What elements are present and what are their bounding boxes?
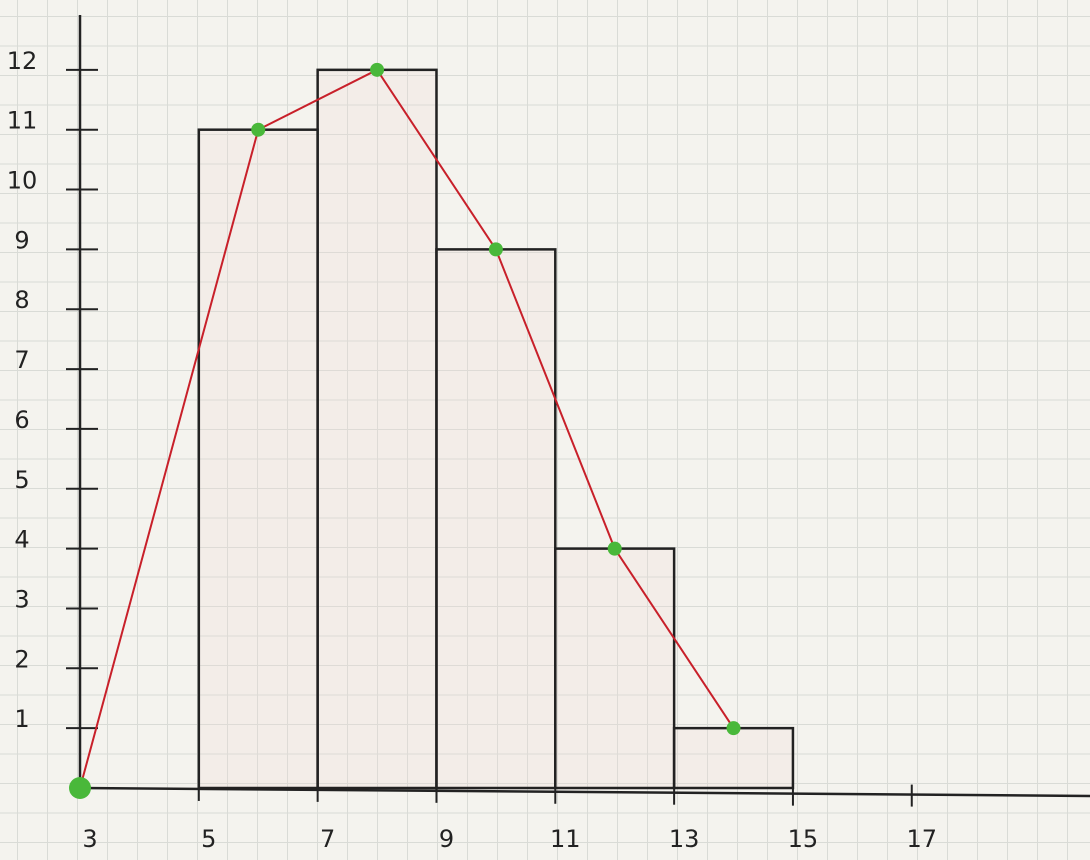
page: 123456789101112357911131517 (() => { con…	[0, 0, 1090, 860]
x-tick-label: 5	[201, 825, 216, 853]
x-tick-label: 7	[320, 825, 335, 853]
y-tick-label: 9	[14, 226, 29, 254]
y-tick-label: 5	[14, 466, 29, 494]
y-tick-label: 3	[14, 585, 29, 613]
bar	[674, 728, 793, 788]
y-tick-label: 2	[14, 645, 29, 673]
point	[251, 123, 265, 137]
bar	[199, 130, 318, 788]
x-tick-label: 9	[439, 825, 454, 853]
point	[608, 542, 622, 556]
y-tick-label: 10	[7, 167, 38, 195]
point	[69, 777, 91, 799]
point	[489, 242, 503, 256]
bar	[436, 249, 555, 788]
y-tick-label: 8	[14, 286, 29, 314]
x-tick-label: 15	[788, 825, 819, 853]
y-tick-label: 1	[14, 705, 29, 733]
x-tick-label: 11	[550, 825, 581, 853]
point	[370, 63, 384, 77]
y-tick-label: 11	[7, 107, 38, 135]
x-tick-label: 3	[82, 825, 97, 853]
y-tick-label: 12	[7, 47, 38, 75]
point	[727, 721, 741, 735]
x-tick-label: 13	[669, 825, 700, 853]
bar	[318, 70, 437, 788]
bar	[555, 549, 674, 788]
y-tick-label: 7	[14, 346, 29, 374]
x-tick-label: 17	[906, 825, 937, 853]
y-tick-label: 4	[14, 526, 29, 554]
chart: 123456789101112357911131517	[0, 0, 1090, 860]
y-tick-label: 6	[14, 406, 29, 434]
